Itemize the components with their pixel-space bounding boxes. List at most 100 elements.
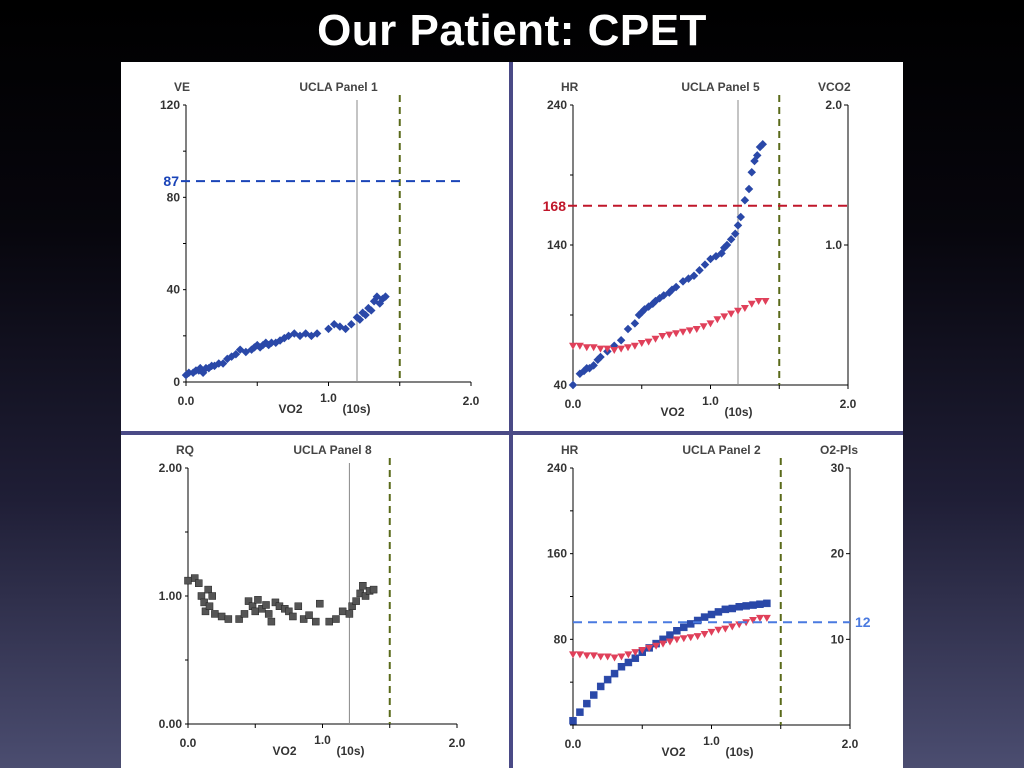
data-point-square [348,602,356,610]
data-point-square [195,579,203,587]
data-point-triangle [761,298,770,305]
data-point-square [369,585,378,594]
data-point-square [352,597,360,605]
reference-line-label: 12 [855,614,871,630]
y-tick-label: 80 [167,190,181,204]
y-axis-title: HR [561,80,579,94]
data-point-square [596,682,605,691]
data-point-triangle [575,651,584,659]
data-point-square [666,631,674,639]
slide-title: Our Patient: CPET [317,6,707,55]
data-point-square [190,574,199,582]
y-tick-label: 240 [547,461,567,475]
y-tick-label: 140 [547,238,567,252]
data-point-diamond [568,380,578,390]
data-point-triangle [624,651,633,659]
x-tick-label: 0.0 [565,397,582,411]
x-axis-unit: (10s) [724,405,752,419]
data-point-triangle [734,307,742,315]
data-point-square [735,603,743,611]
data-point-triangle [665,331,674,339]
data-point-square [201,607,210,616]
data-point-square [254,596,262,604]
data-point-triangle [603,653,612,661]
data-point-square [361,592,370,600]
y2-tick-label: 30 [831,461,845,475]
data-point-triangle [589,652,598,660]
data-point-square [271,598,280,607]
x-axis-title: VO2 [660,405,684,419]
data-point-diamond [616,335,626,345]
data-point-diamond [589,361,598,370]
x-tick-label: 2.0 [842,737,859,751]
data-point-triangle [685,327,694,335]
data-point-square [264,610,273,618]
data-point-triangle [575,342,584,350]
y-tick-label: 0 [173,375,180,389]
data-point-triangle [693,633,702,641]
data-point-triangle [610,654,619,662]
data-point-triangle [755,614,764,622]
data-point-triangle [569,651,577,659]
data-point-triangle [658,333,667,340]
data-point-triangle [644,338,653,346]
data-point-diamond [347,320,356,329]
data-point-diamond [671,282,681,292]
data-point-diamond [740,195,750,205]
reference-line-label: 168 [543,198,567,214]
data-point-diamond [381,292,390,301]
data-point-square [312,617,320,626]
x-axis-unit: (10s) [336,744,364,758]
data-point-triangle [645,644,654,652]
data-point-triangle [665,638,674,646]
data-point-triangle [624,344,632,352]
chart-title: UCLA Panel 1 [299,80,378,94]
data-point-triangle [714,626,723,634]
data-point-triangle [617,653,626,661]
data-point-square [742,602,750,610]
data-point-triangle [651,335,660,343]
data-point-triangle [700,630,709,638]
data-point-diamond [747,167,756,177]
chart-title: UCLA Panel 8 [293,443,372,457]
data-point-diamond [312,329,322,338]
data-point-square [224,615,233,623]
data-point-square [305,611,313,619]
y2-tick-label: 2.0 [825,98,842,112]
data-point-square [258,605,266,613]
data-point-square [325,617,333,626]
data-point-square [610,669,619,678]
data-point-square [590,691,598,699]
data-point-square [251,607,259,616]
data-point-triangle [740,305,749,312]
data-point-triangle [754,298,763,305]
data-point-square [294,602,303,610]
data-point-diamond [184,368,194,378]
data-point-triangle [727,310,736,318]
y-axis-title: VE [174,80,190,94]
data-point-square [262,601,270,609]
data-point-square [204,585,212,594]
x-tick-label: 1.0 [702,394,719,408]
data-point-triangle [672,330,681,338]
x-axis-title: VO2 [272,744,296,758]
x-tick-label: 0.0 [180,736,197,750]
data-point-square [205,602,214,610]
data-point-triangle [686,634,695,642]
x-axis-unit: (10s) [342,402,370,416]
y-tick-label: 80 [554,632,568,646]
data-point-triangle [652,642,661,650]
x-tick-label: 2.0 [840,397,857,411]
y2-axis-title: VCO2 [818,80,851,94]
data-point-triangle [596,653,605,661]
data-point-diamond [630,319,640,328]
y2-tick-label: 20 [831,547,845,561]
data-point-square [208,592,216,600]
y-tick-label: 120 [160,98,180,112]
data-point-triangle [610,347,619,354]
data-point-square [197,592,206,600]
data-point-triangle [679,635,688,643]
data-point-triangle [713,316,722,324]
data-point-diamond [623,324,633,334]
data-point-triangle [706,320,715,328]
